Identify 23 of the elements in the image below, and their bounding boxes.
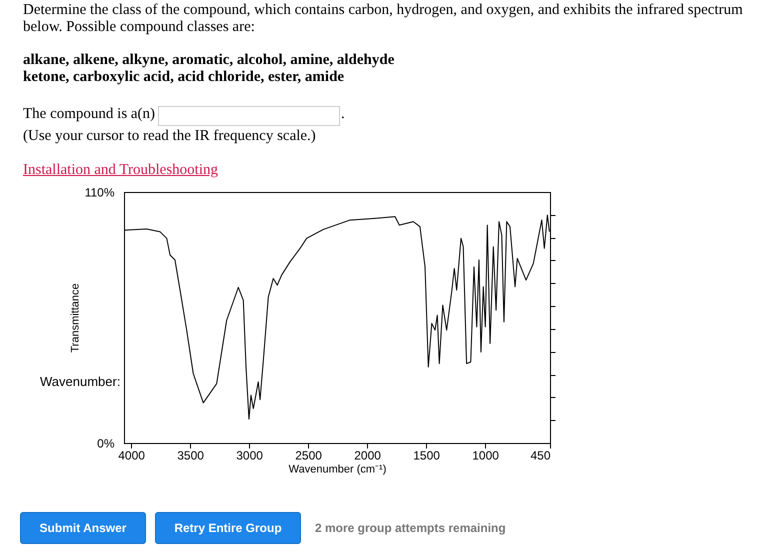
y-tick-label: 0% <box>97 436 115 450</box>
x-tick-label: 1000 <box>472 448 500 462</box>
text: Installation and Troubleshooting <box>23 162 218 179</box>
x-tick-label: 4000 <box>118 448 146 462</box>
text: Retry Entire Group <box>155 512 301 544</box>
x-tick-label: 450 <box>530 448 551 462</box>
x-tick-label: 2500 <box>295 448 322 462</box>
text: Submit Answer <box>20 512 146 544</box>
text: Wavenumber: <box>40 373 120 390</box>
x-tick-label: 3500 <box>177 448 204 462</box>
y-tick-label: 110% <box>84 186 115 200</box>
text: Determine the class of the compound, which contains carbon, hydrogen, and oxygen, and exhibits the infrared spectrum below. Possible compound classes are: <box>23 2 744 36</box>
text: . <box>341 106 345 123</box>
x-axis-title: Wavenumber (cm⁻¹) <box>288 464 386 476</box>
text: 2 more group attempts remaining <box>315 520 506 537</box>
text: alkane, alkene, alkyne, aromatic, alcohol, amine, aldehyde <box>23 52 394 69</box>
text: The compound is a(n) <box>23 106 156 123</box>
x-tick-label: 2000 <box>354 448 382 462</box>
x-tick-label: 1500 <box>413 448 440 462</box>
x-tick-label: 3000 <box>236 448 264 462</box>
text: (Use your cursor to read the IR frequency scale.) <box>23 128 316 145</box>
y-axis-title: Transmittance <box>70 283 82 353</box>
text: ketone, carboxylic acid, acid chloride, ester, amide <box>23 69 344 86</box>
